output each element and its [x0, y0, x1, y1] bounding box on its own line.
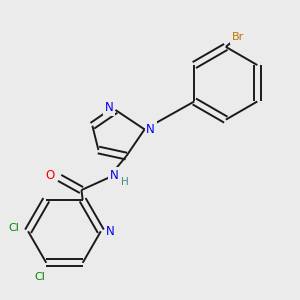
Text: Cl: Cl	[8, 223, 19, 232]
Text: Br: Br	[232, 32, 244, 42]
Text: H: H	[121, 176, 129, 187]
Text: O: O	[45, 169, 55, 182]
Text: N: N	[106, 225, 115, 238]
Text: N: N	[146, 123, 155, 136]
Text: N: N	[105, 101, 114, 114]
Text: N: N	[110, 169, 118, 182]
Text: Cl: Cl	[35, 272, 46, 282]
